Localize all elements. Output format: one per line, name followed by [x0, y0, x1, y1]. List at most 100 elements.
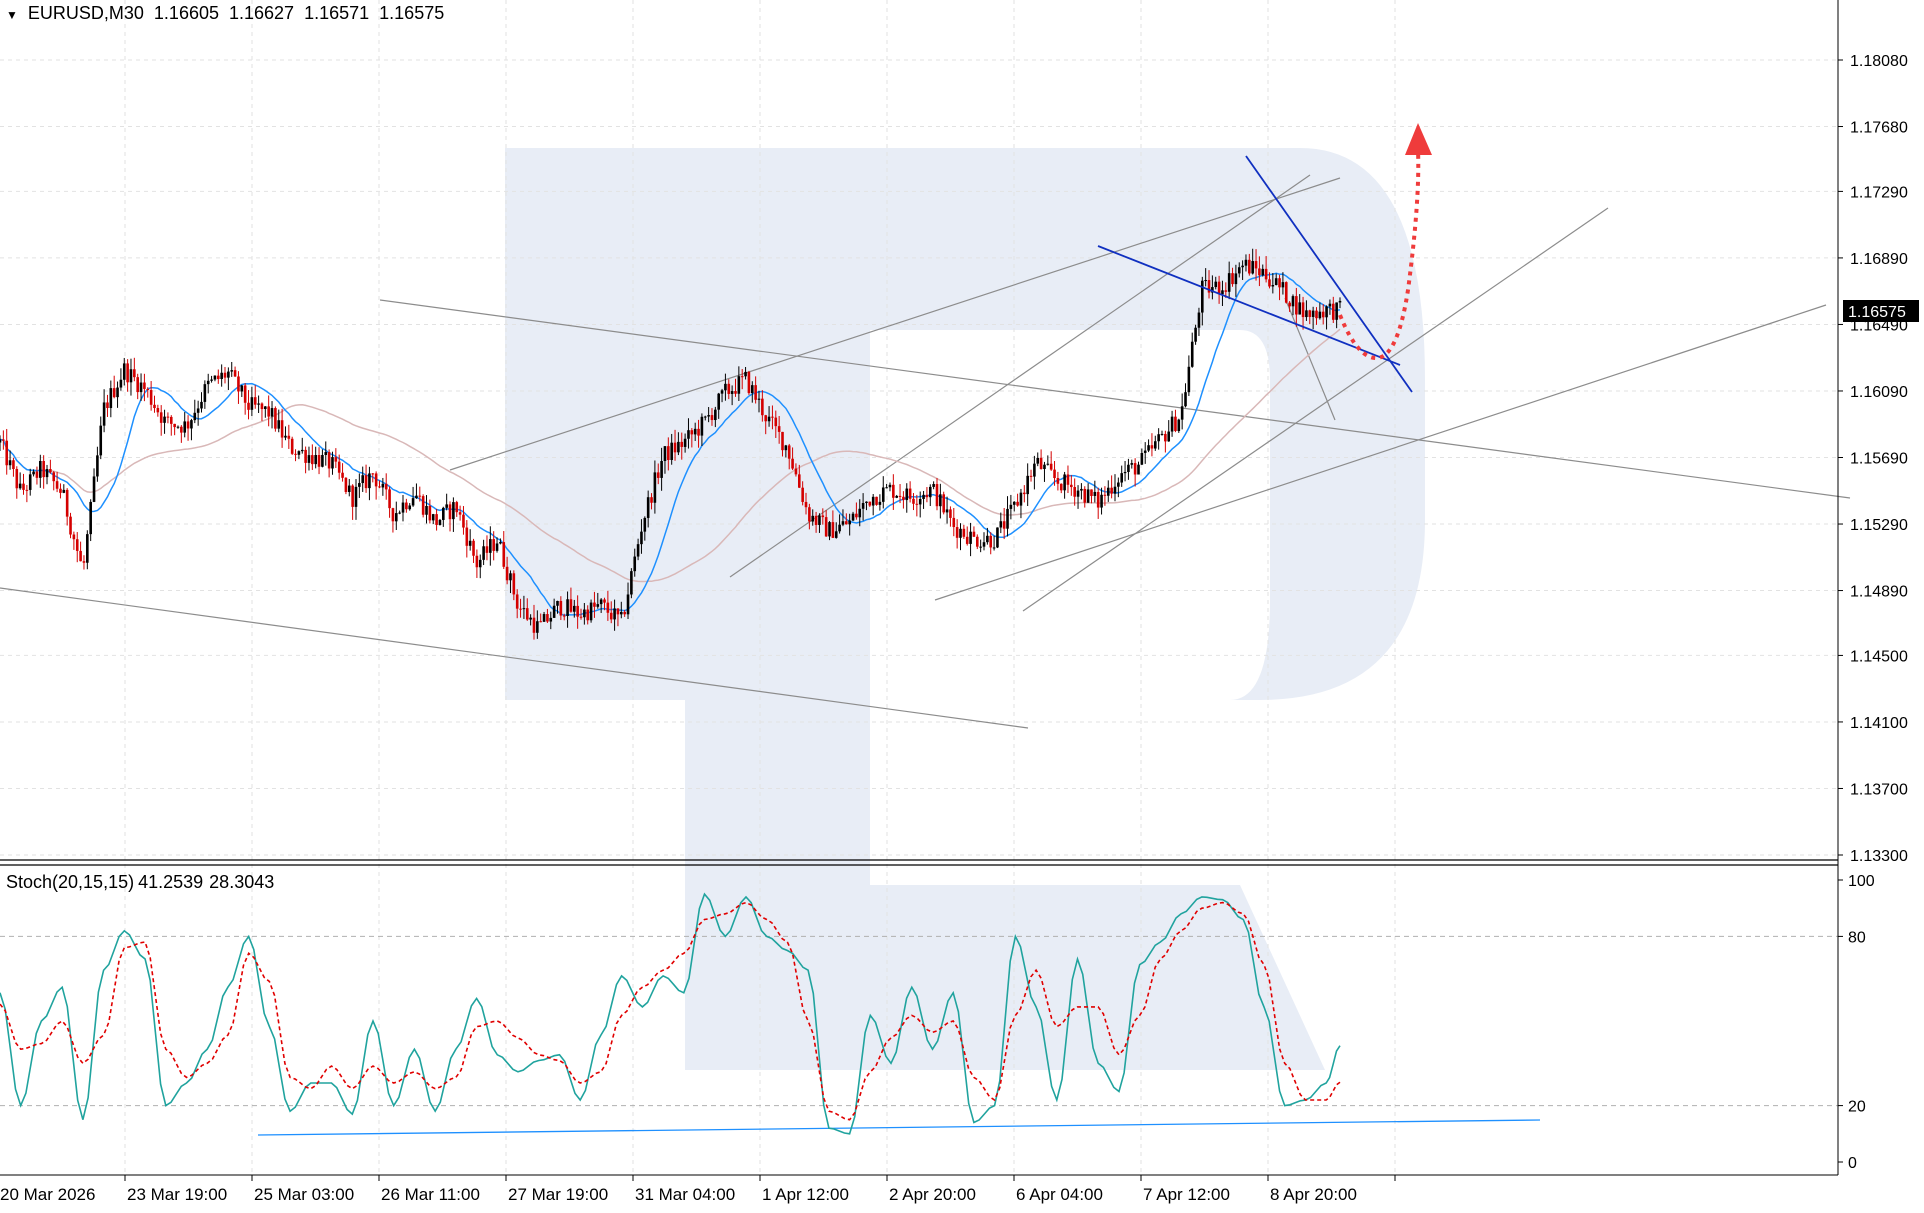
candle-body	[687, 430, 690, 439]
candle-body	[855, 513, 858, 518]
candle-body	[1204, 280, 1207, 282]
candle-body	[546, 614, 549, 622]
candle-body	[75, 539, 79, 551]
candle-body	[519, 608, 522, 610]
candle-body	[86, 534, 89, 563]
candle-body	[89, 501, 92, 535]
candle-body	[186, 421, 190, 429]
candle-body	[878, 501, 882, 505]
candle-body	[485, 546, 489, 553]
channel-line-5	[1022, 207, 1609, 612]
candle-body	[650, 497, 653, 503]
candle-body	[710, 415, 714, 421]
candle-body	[1039, 457, 1043, 470]
stoch-d-line	[0, 901, 1341, 1121]
candle-body	[1224, 290, 1228, 292]
price-tick-label: 1.14890	[1850, 584, 1908, 601]
candle-body	[512, 573, 516, 595]
price-tick-label: 1.16090	[1850, 384, 1908, 401]
candle-body	[59, 488, 62, 493]
candle-body	[707, 415, 710, 417]
candle-body	[28, 474, 32, 490]
candle-body	[834, 531, 838, 538]
low-value: 1.16571	[304, 3, 370, 23]
candle-body	[307, 455, 311, 463]
candle-body	[25, 489, 29, 491]
candle-body	[267, 406, 270, 417]
candle-body	[220, 372, 223, 379]
candle-body	[1197, 312, 1201, 328]
candle-body	[690, 430, 694, 435]
watermark-r-shape	[505, 148, 1425, 1070]
candle-body	[250, 397, 254, 410]
candle-body	[1103, 494, 1107, 496]
candle-body	[1284, 282, 1288, 303]
candle-body	[1056, 478, 1060, 484]
candle-body	[606, 602, 610, 613]
candle-body	[129, 369, 133, 383]
candle-body	[781, 431, 784, 451]
stoch-k-line	[0, 892, 1341, 1135]
candle-body	[771, 416, 774, 418]
candle-body	[972, 531, 976, 537]
time-tick-label: 25 Mar 03:00	[254, 1185, 354, 1204]
triangle-upper-line	[1245, 155, 1413, 393]
candle-body	[159, 412, 163, 423]
candle-body	[572, 605, 576, 612]
candle-body	[317, 455, 321, 467]
candle-body	[1174, 416, 1177, 432]
candle-body	[750, 385, 754, 394]
candle-body	[999, 521, 1003, 528]
candle-body	[72, 534, 76, 540]
candle-body	[274, 408, 277, 429]
time-tick-label: 26 Mar 11:00	[381, 1185, 480, 1204]
candle-body	[492, 539, 495, 551]
candle-body	[69, 516, 72, 535]
candle-body	[734, 391, 737, 394]
candle-body	[468, 540, 472, 546]
candle-body	[569, 599, 573, 612]
candle-body	[992, 547, 996, 549]
candle-body	[1009, 504, 1013, 509]
time-tick-label: 6 Apr 04:00	[1016, 1185, 1103, 1204]
candle-body	[737, 376, 741, 394]
candle-body	[1248, 259, 1251, 274]
candle-body	[1029, 475, 1033, 477]
candle-body	[831, 522, 835, 538]
time-tick-label: 2 Apr 20:00	[889, 1185, 976, 1204]
candle-body	[1117, 482, 1120, 487]
candle-body	[1170, 416, 1174, 432]
candle-body	[1234, 273, 1238, 285]
candle-body	[1080, 488, 1083, 491]
candle-body	[82, 561, 86, 563]
ma-slow-line	[0, 328, 1341, 583]
moving-averages	[0, 272, 1341, 617]
candle-body	[213, 375, 217, 380]
candle-body	[982, 542, 986, 547]
candle-body	[975, 536, 979, 547]
candle-body	[1106, 487, 1110, 496]
price-tick-label: 1.18080	[1850, 53, 1908, 70]
candle-body	[1100, 494, 1103, 508]
candle-body	[176, 426, 180, 428]
stoch-tick-label: 0	[1848, 1155, 1857, 1172]
candle-body	[15, 469, 19, 489]
candle-body	[1023, 492, 1026, 495]
candle-body	[1321, 311, 1325, 318]
candle-body	[2, 439, 5, 441]
candle-body	[1073, 487, 1076, 497]
candle-body	[509, 573, 512, 581]
candle-body	[1227, 273, 1231, 292]
candle-body	[42, 460, 45, 478]
watermark-r-leg	[870, 885, 1325, 1070]
candle-body	[851, 513, 855, 521]
price-tick-label: 1.13300	[1850, 848, 1908, 865]
candle-body	[55, 481, 59, 489]
collapse-arrow-icon[interactable]: ▼	[6, 8, 18, 22]
time-tick-label: 8 Apr 20:00	[1270, 1185, 1357, 1204]
candle-body	[1190, 341, 1194, 367]
oscillator-header: Stoch(20,15,15) 41.2539 28.3043	[6, 872, 284, 893]
candle-body	[1160, 433, 1164, 435]
candle-body	[384, 483, 388, 490]
